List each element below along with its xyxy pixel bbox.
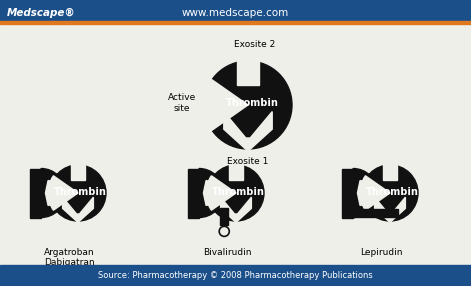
Wedge shape — [353, 168, 378, 217]
Text: Thrombin: Thrombin — [366, 186, 419, 196]
Text: www.medscape.com: www.medscape.com — [181, 8, 289, 18]
Text: Exosite 2: Exosite 2 — [234, 40, 275, 49]
Wedge shape — [202, 79, 248, 131]
Wedge shape — [206, 176, 236, 210]
Wedge shape — [203, 180, 216, 205]
Bar — [0, 265, 471, 286]
Circle shape — [208, 165, 264, 221]
Bar — [229, 164, 243, 180]
Polygon shape — [224, 112, 272, 151]
Text: Lepirudin: Lepirudin — [360, 248, 403, 257]
Polygon shape — [63, 197, 93, 223]
Bar — [220, 208, 228, 225]
Circle shape — [50, 165, 106, 221]
Wedge shape — [45, 180, 58, 205]
Bar — [71, 164, 85, 180]
Text: Bivalirudin: Bivalirudin — [203, 248, 252, 257]
Bar — [31, 168, 41, 217]
Polygon shape — [374, 197, 406, 223]
Bar — [383, 164, 397, 180]
Wedge shape — [41, 168, 65, 217]
Polygon shape — [220, 197, 252, 223]
Wedge shape — [357, 180, 370, 205]
Text: Exosite 1: Exosite 1 — [227, 157, 268, 166]
Wedge shape — [360, 176, 390, 210]
Text: Thrombin: Thrombin — [54, 186, 107, 196]
Text: Medscape®: Medscape® — [7, 8, 76, 18]
Wedge shape — [199, 168, 224, 217]
Circle shape — [204, 61, 292, 149]
Text: Active
site: Active site — [168, 93, 196, 113]
Bar — [0, 21, 471, 24]
Text: Thrombin: Thrombin — [212, 186, 265, 196]
Bar — [0, 0, 471, 21]
Text: Source: Pharmacotherapy © 2008 Pharmacotherapy Publications: Source: Pharmacotherapy © 2008 Pharmacot… — [97, 271, 373, 280]
Circle shape — [362, 165, 418, 221]
Bar — [237, 60, 259, 85]
Text: Argatroban
Dabigatran: Argatroban Dabigatran — [44, 248, 95, 267]
Bar — [188, 168, 199, 217]
Bar — [342, 168, 353, 217]
Wedge shape — [48, 176, 78, 210]
Bar — [347, 209, 398, 217]
Text: Thrombin: Thrombin — [226, 98, 279, 108]
